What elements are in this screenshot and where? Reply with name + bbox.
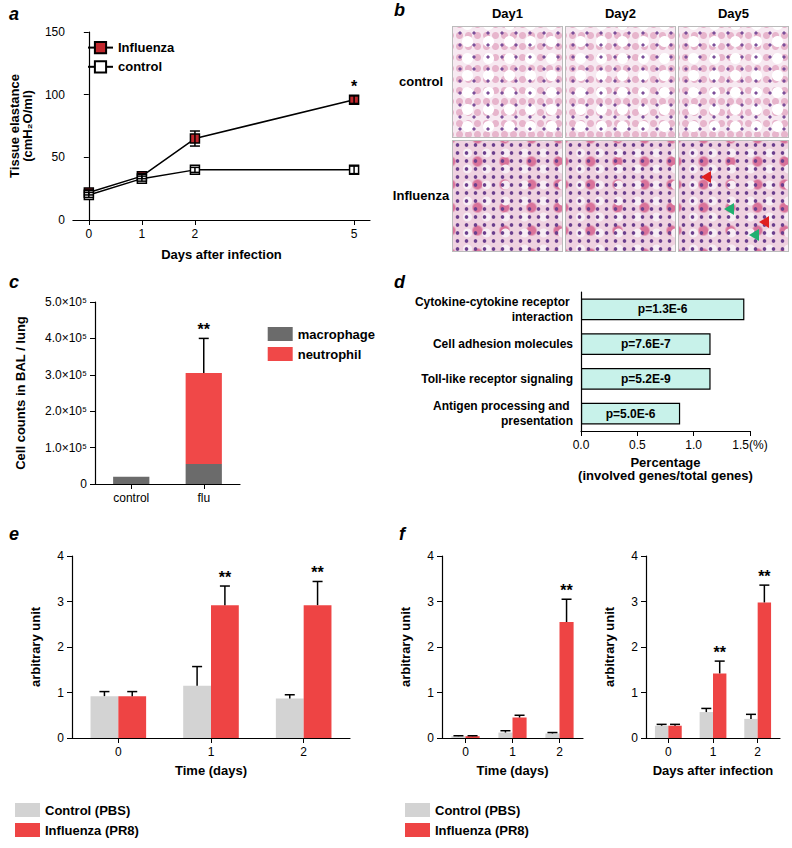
svg-text:0.5: 0.5: [629, 438, 646, 452]
svg-text:**: **: [560, 582, 573, 599]
svg-text:3.0×10⁵: 3.0×10⁵: [45, 368, 87, 382]
svg-text:Days after infection: Days after infection: [653, 763, 774, 778]
svg-text:1.5(%): 1.5(%): [732, 438, 767, 452]
svg-text:5: 5: [351, 227, 358, 241]
svg-text:Control (PBS): Control (PBS): [45, 803, 130, 818]
svg-text:macrophage: macrophage: [298, 327, 375, 342]
svg-text:1: 1: [710, 745, 717, 759]
html-text:control: control: [399, 74, 443, 89]
svg-text:0: 0: [80, 477, 87, 491]
svg-text:Influenza (PR8): Influenza (PR8): [435, 823, 529, 838]
svg-text:4.0×10⁵: 4.0×10⁵: [45, 331, 87, 345]
svg-text:Cytokine-cytokine receptor: Cytokine-cytokine receptor: [415, 295, 573, 309]
svg-text:0: 0: [58, 213, 65, 227]
svg-text:Control (PBS): Control (PBS): [435, 803, 520, 818]
svg-text:**: **: [198, 321, 211, 338]
svg-text:0: 0: [665, 745, 672, 759]
svg-text:p=1.3E-6: p=1.3E-6: [638, 302, 688, 316]
svg-text:2: 2: [300, 745, 307, 759]
html-text:b: b: [394, 0, 405, 20]
svg-text:a: a: [9, 4, 19, 24]
svg-text:(involved genes/total genes): (involved genes/total genes): [578, 468, 753, 483]
svg-text:3: 3: [427, 595, 434, 609]
svg-text:0: 0: [115, 745, 122, 759]
svg-text:2: 2: [754, 745, 761, 759]
svg-text:4: 4: [631, 549, 638, 563]
svg-text:Percentage: Percentage: [630, 454, 701, 470]
svg-text:c: c: [9, 272, 19, 292]
svg-text:Cell counts in BAL / lung: Cell counts in BAL / lung: [13, 316, 28, 470]
html-text:Day2: Day2: [605, 6, 636, 21]
svg-text:1: 1: [509, 745, 516, 759]
html-text:Influenza: Influenza: [392, 188, 450, 203]
svg-text:arbitrary unit: arbitrary unit: [398, 606, 413, 687]
svg-text:control: control: [118, 59, 162, 74]
svg-text:2: 2: [631, 640, 638, 654]
svg-text:Influenza: Influenza: [118, 40, 175, 55]
svg-text:1.0: 1.0: [685, 438, 702, 452]
svg-text:arbitrary unit: arbitrary unit: [602, 606, 617, 687]
svg-text:control: control: [113, 491, 149, 505]
svg-text:d: d: [394, 272, 406, 292]
svg-text:150: 150: [45, 25, 65, 39]
svg-text:Influenza (PR8): Influenza (PR8): [45, 823, 139, 838]
svg-text:interaction: interaction: [512, 310, 573, 324]
svg-text:neutrophil: neutrophil: [298, 347, 362, 362]
svg-text:0: 0: [631, 731, 638, 745]
svg-text:e: e: [9, 524, 19, 544]
svg-text:**: **: [713, 644, 726, 661]
svg-text:0.0: 0.0: [573, 438, 590, 452]
svg-text:2.0×10⁵: 2.0×10⁵: [45, 404, 87, 418]
svg-text:1: 1: [57, 686, 64, 700]
svg-text:flu: flu: [197, 491, 210, 505]
svg-text:p=7.6E-7: p=7.6E-7: [621, 337, 671, 351]
svg-text:f: f: [399, 524, 407, 544]
svg-text:0: 0: [462, 745, 469, 759]
svg-text:0: 0: [57, 731, 64, 745]
svg-text:1: 1: [427, 686, 434, 700]
svg-text:Time (days): Time (days): [175, 763, 247, 778]
svg-text:50: 50: [52, 150, 66, 164]
svg-text:1.0×10⁵: 1.0×10⁵: [45, 441, 87, 455]
svg-text:Days after infection: Days after infection: [161, 247, 282, 262]
svg-text:2: 2: [57, 640, 64, 654]
svg-text:4: 4: [57, 549, 64, 563]
svg-text:1: 1: [208, 745, 215, 759]
svg-text:3: 3: [631, 595, 638, 609]
svg-text:1: 1: [139, 227, 146, 241]
svg-text:**: **: [758, 568, 771, 585]
svg-text:*: *: [351, 78, 358, 95]
svg-text:Time (days): Time (days): [476, 763, 548, 778]
svg-text:**: **: [219, 569, 232, 586]
svg-text:5.0×10⁵: 5.0×10⁵: [45, 295, 87, 309]
svg-text:1: 1: [631, 686, 638, 700]
svg-text:2: 2: [427, 640, 434, 654]
svg-text:0: 0: [427, 731, 434, 745]
svg-text:2: 2: [556, 745, 563, 759]
svg-text:Cell adhesion molecules: Cell adhesion molecules: [433, 337, 573, 351]
svg-text:presentation: presentation: [501, 414, 573, 428]
svg-text:0: 0: [85, 227, 92, 241]
svg-text:100: 100: [45, 88, 65, 102]
svg-text:p=5.2E-9: p=5.2E-9: [621, 372, 671, 386]
svg-text:3: 3: [57, 595, 64, 609]
svg-text:Antigen processing and: Antigen processing and: [433, 399, 573, 413]
svg-text:4: 4: [427, 549, 434, 563]
svg-text:p=5.0E-6: p=5.0E-6: [606, 407, 656, 421]
html-text:Day5: Day5: [718, 6, 749, 21]
svg-text:2: 2: [192, 227, 199, 241]
svg-text:Toll-like receptor signaling: Toll-like receptor signaling: [421, 372, 573, 386]
svg-text:**: **: [311, 564, 324, 581]
svg-text:Tissue elastance: Tissue elastance: [7, 74, 22, 178]
svg-text:(cmH₂O/ml): (cmH₂O/ml): [20, 90, 35, 162]
svg-text:arbitrary unit: arbitrary unit: [28, 606, 43, 687]
html-text:Day1: Day1: [492, 6, 523, 21]
